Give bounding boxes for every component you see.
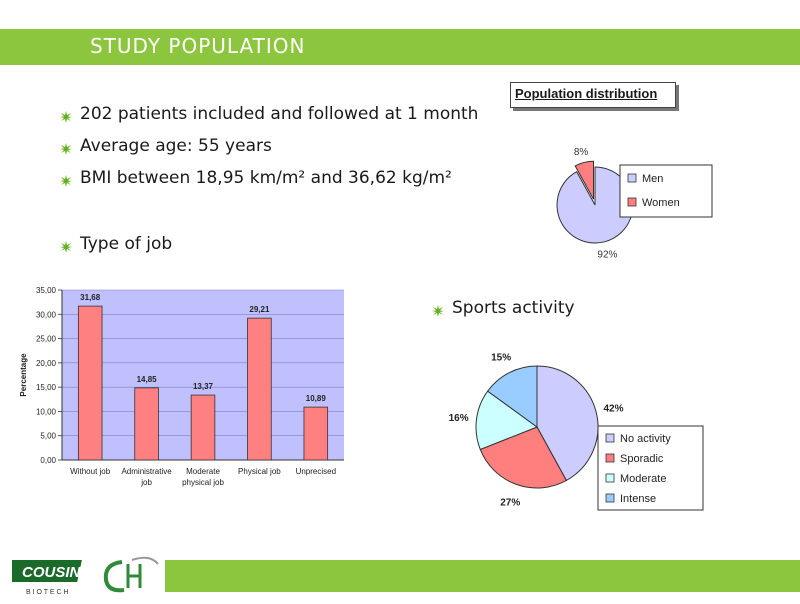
ch-logo-icon: [103, 556, 159, 593]
legend-swatch: [605, 433, 615, 443]
cousin-logo-text: COUSIN: [22, 564, 82, 581]
bar: [303, 406, 329, 461]
logo-area: COUSIN B I O T E C H: [7, 550, 162, 600]
y-tick-label: 30,00: [36, 310, 57, 319]
legend-box: [597, 425, 704, 511]
green-starburst-bullet-icon: [60, 172, 72, 187]
page-title: STUDY POPULATION: [90, 34, 306, 58]
bar-value-label: 31,68: [80, 293, 101, 302]
population-pie-chart: 8% 92% Men Women: [556, 147, 713, 260]
x-tick-label: job: [140, 478, 152, 487]
pie-data-label: 42%: [604, 403, 624, 414]
legend-swatch: [605, 493, 615, 503]
legend-swatch: [605, 473, 615, 483]
footer-bar: [165, 560, 800, 592]
y-tick-label: 5,00: [40, 432, 56, 441]
x-tick-label: Physical job: [238, 467, 281, 476]
y-tick-label: 15,00: [36, 383, 57, 392]
bullet-item: 202 patients included and followed at 1 …: [60, 104, 478, 124]
pie-data-label: 27%: [500, 497, 520, 508]
bar-value-label: 14,85: [137, 375, 158, 384]
pie-data-label: 92%: [597, 249, 617, 260]
bar: [190, 394, 216, 461]
bar-value-label: 10,89: [306, 394, 327, 403]
legend-label: Moderate: [620, 473, 666, 485]
y-tick-label: 25,00: [36, 335, 57, 344]
x-tick-label: Without job: [70, 467, 111, 476]
bar: [77, 305, 103, 461]
legend-label: Intense: [620, 493, 656, 505]
legend-swatch: [627, 173, 637, 183]
y-axis-label: Percentage: [19, 353, 28, 397]
sports-pie-chart: 42% 27% 16% 15% No activity Sporadic Moderate I…: [449, 353, 704, 511]
green-starburst-bullet-icon: [60, 108, 72, 123]
bullet-text: 202 patients included and followed at 1 …: [80, 104, 479, 124]
pie-slice: [536, 365, 599, 482]
green-starburst-bullet-icon: [60, 140, 72, 155]
bullet-item: BMI between 18,95 km/m² and 36,62 kg/m²: [60, 168, 452, 188]
legend-box: [619, 164, 713, 218]
population-title-box: [510, 82, 676, 108]
legend-swatch: [605, 453, 615, 463]
population-chart-title: Population distribution: [515, 86, 658, 101]
green-starburst-bullet-icon: [432, 302, 444, 317]
legend-label: Sporadic: [620, 453, 664, 465]
y-tick-label: 10,00: [36, 407, 57, 416]
pie-slice: [475, 390, 539, 451]
bullet-text: Average age: 55 years: [80, 136, 272, 156]
legend-label: No activity: [620, 433, 671, 445]
x-tick-label: Moderate: [186, 467, 220, 476]
bullet-text: BMI between 18,95 km/m² and 36,62 kg/m²: [80, 168, 452, 188]
legend-swatch: [627, 197, 637, 207]
bar: [134, 387, 159, 461]
legend-label: Women: [642, 197, 680, 209]
x-tick-label: physical job: [182, 478, 224, 487]
bullet-item: Average age: 55 years: [60, 136, 272, 156]
bullet-item: Sports activity: [432, 298, 575, 318]
bar: [247, 317, 272, 461]
bar-value-label: 13,37: [193, 382, 214, 391]
pie-data-label: 15%: [491, 353, 511, 364]
cousin-logo-subtext: B I O T E C H: [26, 589, 69, 596]
header-bar: [0, 29, 800, 65]
bullet-item: Type of job: [60, 234, 172, 254]
y-tick-label: 35,00: [36, 286, 57, 295]
bullet-text: Type of job: [80, 234, 173, 254]
y-tick-label: 20,00: [36, 359, 57, 368]
x-tick-label: Unprecised: [296, 467, 336, 476]
bar-value-label: 29,21: [249, 305, 270, 314]
x-tick-label: Administrative: [121, 467, 172, 476]
green-starburst-bullet-icon: [60, 238, 72, 253]
pie-data-label: 16%: [449, 413, 469, 424]
pie-data-label: 8%: [574, 147, 589, 158]
pie-slice: [486, 365, 538, 428]
y-tick-label: 0,00: [40, 456, 56, 465]
job-bar-chart: 0,00 5,00 10,00 15,00 20,00 25,00 30,00 35,00 31…: [19, 286, 344, 487]
bullet-text: Sports activity: [452, 298, 575, 318]
cousin-biotech-logo-icon: COUSIN B I O T E C H: [7, 556, 159, 596]
pie-slice: [574, 160, 595, 200]
pie-slice: [479, 426, 568, 489]
legend-label: Men: [642, 173, 663, 185]
